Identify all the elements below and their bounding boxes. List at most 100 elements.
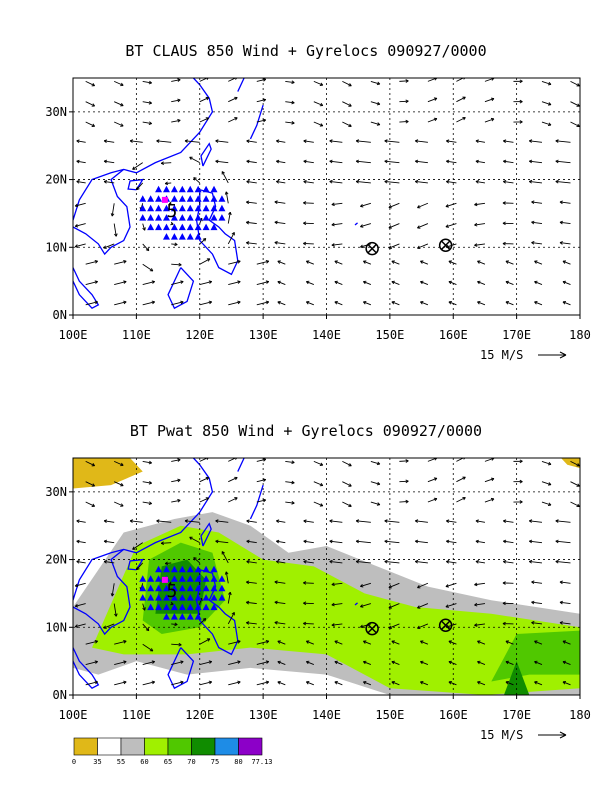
wind-arrowhead: [562, 681, 567, 685]
wind-arrowhead: [405, 119, 409, 124]
wind-arrow: [113, 603, 117, 617]
wind-arrow: [456, 117, 466, 123]
wind-arrow: [103, 243, 115, 249]
storm-triangle: [218, 584, 226, 592]
wind-arrow: [334, 681, 343, 686]
wind-arrowhead: [160, 541, 165, 545]
wind-arrow: [142, 101, 152, 104]
wind-arrowhead: [376, 101, 381, 106]
wind-arrow: [420, 301, 429, 306]
wind-arrowhead: [262, 118, 267, 123]
wind-arrowhead: [274, 240, 278, 245]
wind-arrowhead: [477, 301, 481, 305]
wind-arrow: [415, 540, 428, 544]
wind-arrow: [256, 281, 269, 285]
storm-triangle: [218, 204, 226, 212]
wind-arrow: [171, 99, 181, 103]
storm-triangle: [194, 195, 202, 202]
wind-arrowhead: [303, 179, 307, 184]
wind-arrowhead: [433, 117, 438, 122]
wind-arrow: [505, 281, 514, 285]
wind-arrow: [555, 160, 571, 164]
wind-arrowhead: [384, 159, 388, 164]
wind-arrow: [448, 640, 457, 645]
wind-arrowhead: [114, 613, 118, 617]
wind-arrowhead: [305, 660, 310, 665]
wind-arrowhead: [123, 680, 127, 685]
wind-arrowhead: [202, 618, 207, 622]
wind-arrowhead: [547, 81, 552, 86]
wind-arrowhead: [363, 681, 367, 685]
wind-arrow: [531, 242, 543, 245]
wind-arrow: [531, 581, 543, 584]
wind-arrow: [475, 181, 486, 184]
wind-arrow: [313, 501, 324, 507]
wind-arrow: [391, 681, 400, 686]
wind-arrowhead: [228, 211, 232, 216]
storm-triangle: [170, 185, 178, 193]
wind-arrowhead: [555, 519, 559, 523]
wind-arrowhead: [490, 477, 495, 482]
wind-arrowhead: [120, 483, 124, 487]
storm-triangle: [202, 204, 210, 212]
wind-arrow: [130, 520, 143, 523]
wind-arrowhead: [502, 221, 506, 226]
storm-triangle: [218, 214, 226, 221]
wind-arrowhead: [519, 120, 523, 124]
wind-arrowhead: [555, 539, 559, 544]
wind-arrowhead: [490, 97, 495, 102]
wind-arrow: [427, 78, 438, 82]
storm-triangle: [162, 584, 170, 592]
wind-arrow: [474, 223, 485, 226]
wind-arrow: [331, 603, 343, 606]
storm-triangle: [155, 214, 163, 221]
wind-arrow: [76, 561, 86, 564]
wind-arrowhead: [475, 539, 479, 544]
wind-arrowhead: [445, 604, 449, 608]
lat-label: 0N: [53, 308, 67, 322]
wind-arrow: [274, 601, 286, 605]
lon-label: 140E: [312, 708, 341, 722]
wind-arrowhead: [291, 121, 295, 125]
wind-arrowhead: [103, 179, 108, 184]
storm-triangle: [202, 185, 210, 193]
wind-arrow: [313, 101, 324, 106]
wind-arrowhead: [91, 123, 96, 127]
wind-arrowhead: [360, 244, 364, 249]
wind-arrow: [142, 223, 146, 231]
wind-arrow: [228, 477, 238, 483]
wind-arrow: [505, 640, 514, 645]
wind-arrow: [363, 640, 372, 645]
wind-arrow: [388, 223, 400, 229]
wind-arrowhead: [547, 502, 552, 506]
wind-arrowhead: [477, 660, 481, 665]
wind-arrowhead: [534, 280, 538, 285]
wind-arrow: [227, 232, 235, 245]
storm-triangle: [202, 223, 210, 231]
storm-triangle: [194, 603, 202, 611]
wind-arrowhead: [355, 559, 360, 564]
storm-triangle: [162, 214, 170, 221]
wind-arrow: [356, 561, 371, 564]
wind-arrow: [505, 661, 514, 665]
wind-arrow: [391, 281, 400, 285]
storm-triangle: [139, 214, 147, 221]
gyre-location-icon: [438, 618, 453, 633]
wind-arrow: [199, 681, 212, 686]
wind-arrowhead: [391, 301, 395, 305]
wind-arrowhead: [405, 459, 409, 463]
wind-arrow: [171, 661, 184, 665]
wind-arrowhead: [174, 242, 178, 247]
storm-center-marker: [161, 576, 168, 583]
wind-arrowhead: [123, 260, 127, 264]
wind-arrowhead: [103, 245, 107, 249]
wind-arrow: [171, 243, 178, 246]
wind-arrow: [277, 640, 286, 645]
wind-arrow: [446, 160, 457, 164]
wind-arrowhead: [420, 280, 424, 285]
gridlines: [73, 78, 580, 315]
wind-arrowhead: [76, 539, 80, 544]
wind-arrowhead: [319, 123, 324, 127]
wind-arrowhead: [576, 103, 580, 107]
wind-arrow: [475, 160, 486, 164]
